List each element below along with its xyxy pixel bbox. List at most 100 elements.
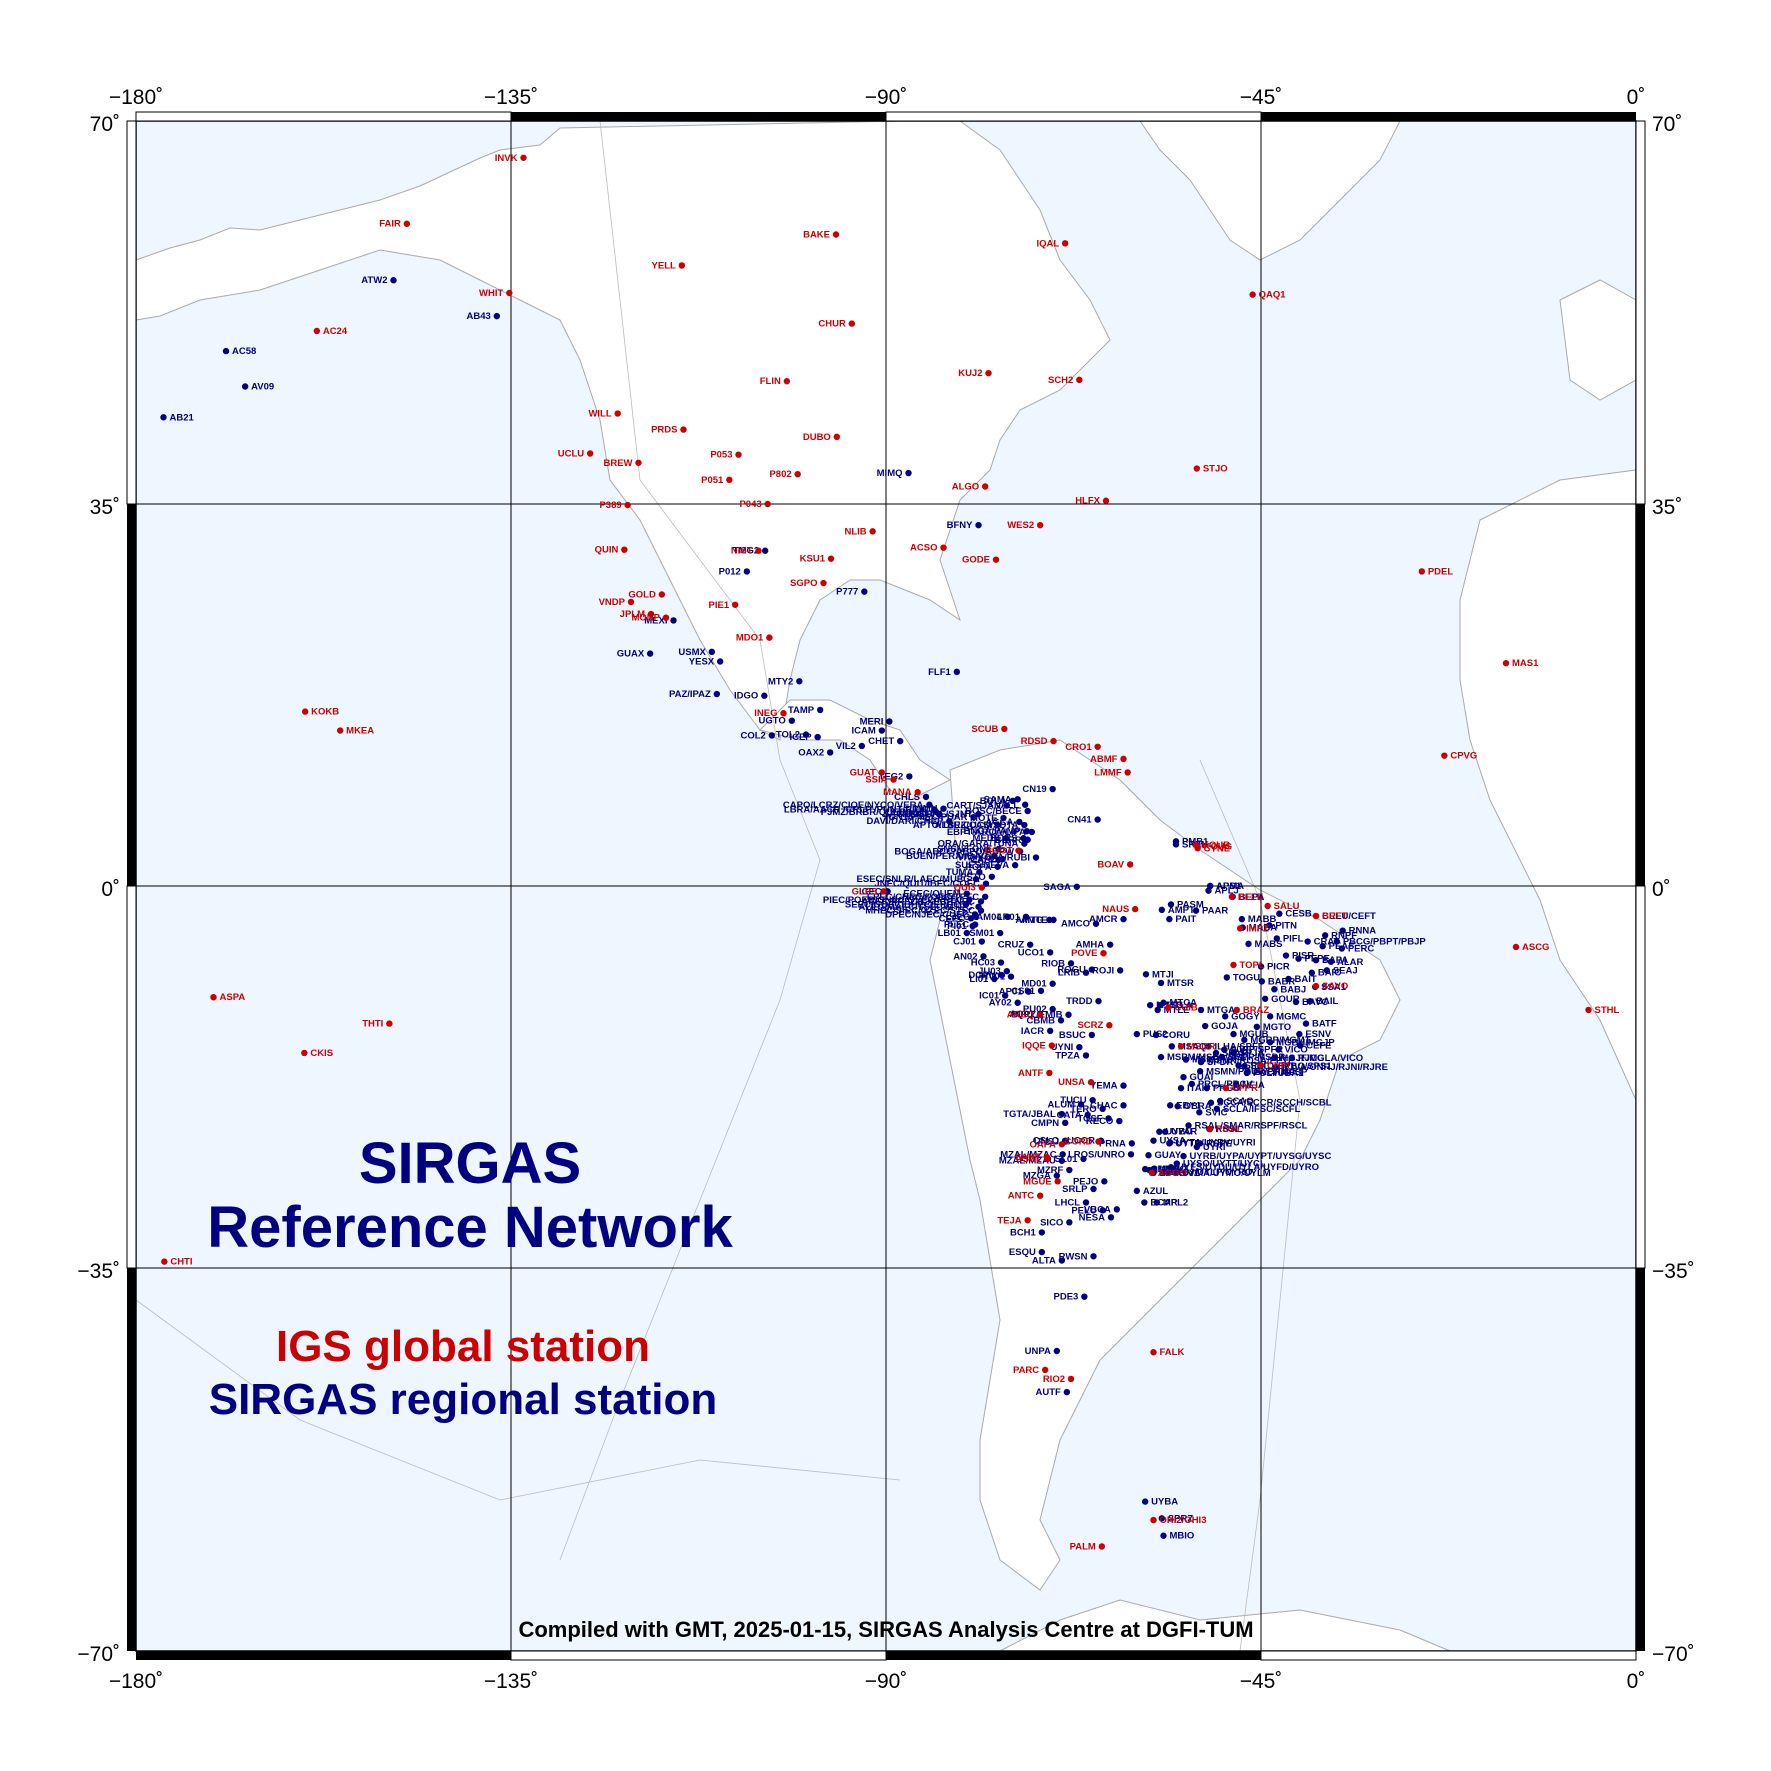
sirgas-station-label: PDE3 [1054, 1292, 1079, 1303]
sirgas-station-label: MSMN/ROSA/PPTE [1208, 1055, 1295, 1066]
igs-station-label: NIST [731, 546, 753, 557]
sirgas-station-label: IDGO [734, 691, 758, 702]
sirgas-station-label: SM01 [969, 928, 995, 939]
sirgas-station-marker [1174, 1103, 1181, 1110]
sirgas-station-marker [1150, 1137, 1157, 1144]
sirgas-station-marker [761, 692, 768, 699]
sirgas-station-label: MABS [1255, 939, 1283, 950]
igs-station-marker [1106, 1022, 1113, 1029]
sirgas-station-label: RWSN [1059, 1251, 1088, 1262]
sirgas-station-label: NEIA [1242, 1080, 1265, 1091]
sirgas-station-marker [1120, 1082, 1127, 1089]
sirgas-station-marker [1004, 913, 1011, 920]
sirgas-station-label: AMHA [1076, 940, 1105, 951]
lon-tick-bottom-0: −180˚ [109, 1670, 163, 1693]
sirgas-station-label: SEAJ [1333, 965, 1358, 976]
sirgas-station-label: OBRA [1184, 1101, 1212, 1112]
sirgas-station-marker [905, 469, 912, 477]
sirgas-station-label: SEEC/GQEC/BHEC/EREC [845, 899, 960, 910]
igs-station-marker [336, 727, 344, 734]
sirgas-station-label: EPEC/CHEC/FOEC/TPEC [867, 892, 980, 903]
sirgas-station-marker [972, 913, 980, 920]
sirgas-station-marker [1105, 1115, 1112, 1122]
sirgas-station-marker [1053, 1347, 1061, 1355]
igs-station-marker [680, 426, 687, 433]
sirgas-station-label: IC01 [979, 991, 1000, 1002]
igs-station-label: LMMF [1094, 767, 1122, 778]
sirgas-station-label: SNSN/FQNE [937, 844, 992, 855]
lat-tick-right-4: −70˚ [1652, 1643, 1695, 1666]
sirgas-station-label: TUCU [1060, 1095, 1087, 1106]
sirgas-station-label: COL2 [740, 730, 765, 741]
sirgas-station-marker [1053, 1172, 1061, 1179]
igs-station-marker [1165, 1004, 1172, 1011]
legend-sirgas: SIRGAS regional station [209, 1375, 718, 1424]
sirgas-station-marker [861, 588, 868, 595]
sirgas-station-label: RECO [1086, 1116, 1113, 1127]
sirgas-station-marker [886, 718, 893, 725]
sirgas-station-label: LIMN [914, 804, 937, 815]
igs-station-marker [755, 547, 762, 554]
sirgas-station-label: VICO [1285, 1045, 1308, 1056]
sirgas-station-marker [977, 907, 985, 914]
sirgas-station-marker [1232, 1081, 1240, 1088]
sirgas-station-label: APMA [1216, 881, 1244, 892]
igs-station-label: POVE [1071, 948, 1097, 959]
sirgas-station-marker [1258, 978, 1266, 985]
sirgas-station-marker [1196, 1068, 1204, 1075]
sirgas-station-marker [1266, 1013, 1274, 1020]
sirgas-station-label: LI01 [969, 974, 989, 985]
igs-station-label: UCLU [558, 448, 585, 459]
sirgas-station-label: NESA [1079, 1212, 1106, 1223]
sirgas-station-label: SPLI [1228, 1052, 1249, 1063]
igs-station-marker [827, 555, 835, 562]
sirgas-station-marker [1203, 1084, 1211, 1092]
sirgas-station-label: POPA [965, 862, 991, 873]
igs-station-marker [978, 884, 986, 891]
igs-station-label: SCH2 [1048, 375, 1073, 386]
sirgas-station-marker [1167, 1164, 1175, 1171]
sirgas-station-label: MTSR [1167, 978, 1194, 989]
igs-station-label: AC24 [323, 326, 348, 337]
sirgas-station-marker [1063, 1388, 1071, 1396]
igs-station-marker [1206, 1125, 1214, 1133]
igs-station-marker [1100, 949, 1107, 957]
igs-station-label: WES2 [1007, 520, 1034, 531]
igs-station-label: SCUB [971, 724, 998, 735]
sirgas-station-marker [1090, 1185, 1097, 1193]
sirgas-station-label: BNGA/PAMP [963, 826, 1021, 837]
sirgas-station-label: CJ01 [953, 937, 976, 948]
sirgas-station-marker [1061, 1119, 1069, 1127]
sirgas-station-marker [994, 821, 1001, 829]
sirgas-station-label: AN02 [953, 951, 977, 962]
sirgas-station-label: AM04 [976, 912, 1002, 923]
sirgas-station-label: ITAI [1187, 1083, 1204, 1094]
igs-station-label: MGUE [1023, 1176, 1052, 1187]
sirgas-station-label: P012 [719, 566, 741, 577]
sirgas-station-label: MTLA [1166, 1000, 1193, 1011]
sirgas-station-label: BEPA [1239, 892, 1265, 903]
tick-labels: −180˚ −135˚ −90˚ −45˚ 0˚ −180˚ −135˚ −90… [77, 86, 1694, 1693]
sirgas-station-label: UYMA/UYMO/UYLM [1182, 1168, 1271, 1179]
sirgas-station-label: GOJA [1211, 1021, 1238, 1032]
sirgas-station-label: UYSJ/UYLP/UYRO [1170, 1167, 1253, 1178]
sirgas-station-marker [1080, 1155, 1087, 1163]
igs-station-marker [1102, 497, 1110, 504]
sirgas-station-label: MGTO [1263, 1022, 1291, 1033]
sirgas-station-marker [1333, 938, 1341, 945]
sirgas-station-label: BABR [1268, 976, 1296, 987]
igs-station-marker [1131, 905, 1139, 913]
sirgas-station-label: POLI/UBA1 [1253, 1068, 1304, 1079]
sirgas-station-marker [1296, 1030, 1303, 1038]
sirgas-station-marker [1288, 1054, 1296, 1062]
igs-station-marker [833, 433, 841, 441]
sirgas-station-label: UGTO [759, 716, 786, 727]
sirgas-station-label: PISR [1292, 951, 1314, 962]
igs-station-label: IMPZ [1246, 923, 1269, 934]
sirgas-station-label: BAVC [1302, 997, 1328, 1008]
sirgas-station-label: ALAR [1337, 957, 1364, 968]
sirgas-station-marker [1173, 1160, 1181, 1167]
igs-station-label: GODE [962, 555, 990, 566]
sirgas-station-marker [1205, 887, 1212, 894]
igs-station-marker [1150, 1516, 1157, 1524]
